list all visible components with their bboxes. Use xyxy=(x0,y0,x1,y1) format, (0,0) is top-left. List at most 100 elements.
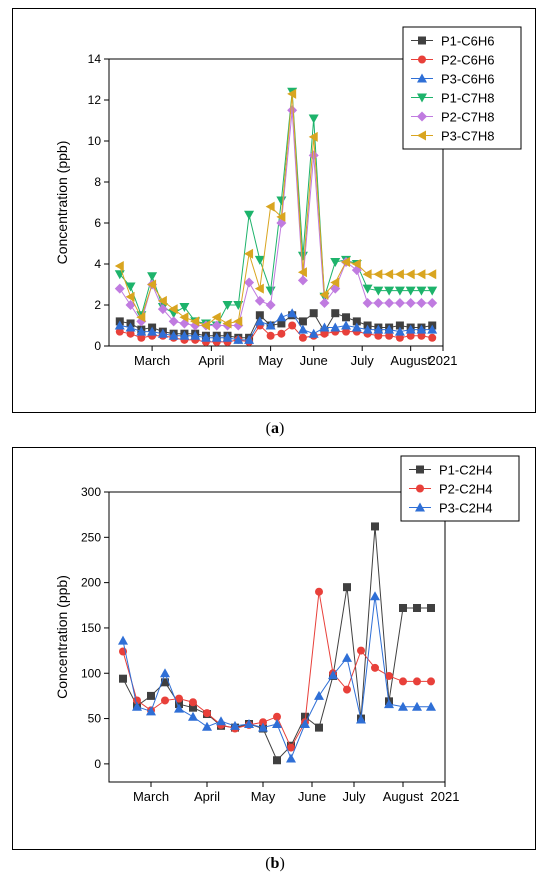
data-point xyxy=(394,326,405,336)
legend-frame xyxy=(402,26,522,150)
y-axis-label: Concentration (ppb) xyxy=(54,141,70,265)
data-point xyxy=(356,714,366,724)
legend-label: P1-C6H6 xyxy=(441,34,494,49)
data-point xyxy=(147,279,157,290)
plot-frame xyxy=(108,491,446,783)
data-point xyxy=(362,324,373,334)
series-P2-C7H8 xyxy=(114,105,438,331)
x-tick-label: May xyxy=(251,789,276,804)
data-point xyxy=(342,652,352,662)
data-point xyxy=(200,332,211,342)
series-P1-C7H8 xyxy=(114,87,438,331)
data-point xyxy=(315,723,323,732)
data-point xyxy=(190,330,201,340)
x-tick-label: July xyxy=(351,353,375,368)
data-point xyxy=(147,691,155,700)
data-point xyxy=(244,334,255,344)
data-point xyxy=(374,331,383,340)
legend-marker xyxy=(416,465,424,474)
data-point xyxy=(258,722,268,732)
data-point xyxy=(341,256,351,267)
data-point xyxy=(416,324,427,334)
data-point xyxy=(427,677,435,686)
data-point xyxy=(254,316,265,326)
data-point xyxy=(298,317,307,326)
legend: P1-C6H6 P2-C6H6 P3-C6H6 P1-C7H8 P2-C7H8 P3-C7… xyxy=(402,26,522,150)
data-point xyxy=(343,685,351,694)
legend-label: P1-C2H4 xyxy=(439,463,492,478)
data-point xyxy=(125,291,135,302)
series-P3-C6H6 xyxy=(114,308,438,344)
data-point xyxy=(244,210,255,220)
data-point xyxy=(287,105,298,116)
data-point xyxy=(330,257,341,267)
data-point xyxy=(200,320,210,331)
data-point xyxy=(272,719,282,728)
data-point xyxy=(427,286,438,296)
x-tick-label: March xyxy=(133,789,169,804)
data-point xyxy=(179,330,190,340)
data-point xyxy=(254,255,265,265)
data-point xyxy=(211,332,222,342)
y-tick-label: 50 xyxy=(88,712,102,726)
data-point xyxy=(416,269,426,280)
data-point xyxy=(157,328,168,338)
legend-label: P1-C7H8 xyxy=(441,91,494,106)
data-point xyxy=(398,701,408,711)
data-point xyxy=(427,324,438,334)
data-point xyxy=(319,322,330,332)
y-tick-label: 12 xyxy=(88,93,102,107)
data-point xyxy=(416,286,427,296)
data-point xyxy=(157,295,167,306)
data-point xyxy=(189,698,197,707)
data-point xyxy=(287,88,297,99)
caption-b: (b) xyxy=(265,855,285,872)
data-point xyxy=(216,716,226,726)
data-point xyxy=(362,284,373,294)
data-point xyxy=(395,333,404,342)
data-point xyxy=(273,756,281,765)
data-point xyxy=(230,720,240,730)
data-point xyxy=(314,690,324,700)
data-point xyxy=(203,709,211,718)
y-tick-label: 10 xyxy=(88,134,102,148)
data-point xyxy=(416,297,427,308)
data-point xyxy=(351,322,362,332)
data-point xyxy=(406,331,415,340)
data-point xyxy=(132,701,142,711)
x-tick-label: August xyxy=(383,789,424,804)
data-point xyxy=(342,313,351,322)
data-point xyxy=(265,320,276,330)
data-point xyxy=(273,712,281,721)
data-point xyxy=(288,321,297,330)
caption-b-letter: b xyxy=(270,855,280,872)
data-point xyxy=(297,251,308,261)
data-point xyxy=(244,277,255,288)
y-tick-label: 150 xyxy=(81,621,101,635)
data-point xyxy=(277,319,286,328)
legend-label: P2-C6H6 xyxy=(441,53,494,68)
data-point xyxy=(115,327,124,336)
data-point xyxy=(254,295,265,306)
data-point xyxy=(137,333,146,342)
series-line xyxy=(122,596,431,760)
data-point xyxy=(297,275,308,286)
data-point xyxy=(373,269,383,280)
data-point xyxy=(298,333,307,342)
data-point xyxy=(114,261,124,272)
data-point xyxy=(362,297,373,308)
data-point xyxy=(286,753,296,763)
data-point xyxy=(147,272,158,282)
data-point xyxy=(189,703,197,712)
data-point xyxy=(309,309,318,318)
data-point xyxy=(319,289,329,300)
chart-b: 0 50 100 150 200 250 300 March April May June July A… xyxy=(54,455,520,804)
data-point xyxy=(146,706,156,716)
data-point xyxy=(357,646,365,655)
data-point xyxy=(399,604,407,612)
data-point xyxy=(373,297,384,308)
data-point xyxy=(297,324,308,334)
data-point xyxy=(254,283,264,294)
data-point xyxy=(362,269,372,280)
data-point xyxy=(255,311,264,320)
